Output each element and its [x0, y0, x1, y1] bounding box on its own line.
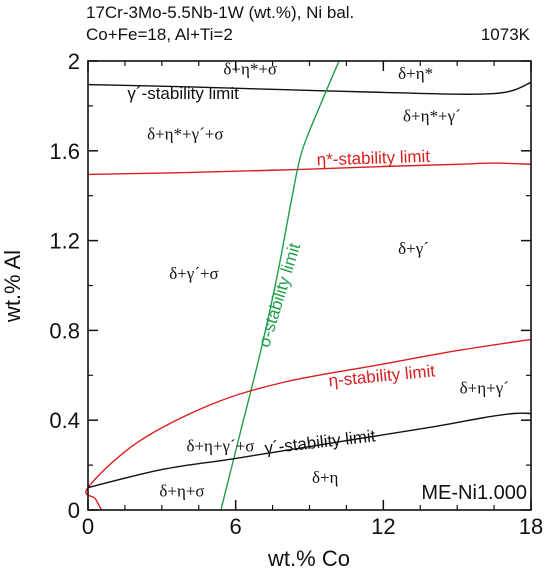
curve-label-eta-star-label: η*-stability limit: [316, 147, 430, 170]
x-tick-label: 0: [82, 514, 94, 539]
y-axis-label: wt.% Al: [0, 250, 25, 323]
y-tick-label: 0: [68, 498, 80, 523]
curve-label-gp-lower-label: γ´-stability limit: [264, 426, 377, 458]
curve-sigma: [220, 60, 340, 511]
y-tick-label: 0.4: [49, 408, 80, 433]
header-line2: Co+Fe=18, Al+Ti=2: [86, 25, 233, 44]
header-temperature: 1073K: [481, 25, 531, 44]
region-label-r8: δ+η+γ´+σ: [186, 437, 254, 456]
region-label-r6: δ+γ´+σ: [169, 264, 219, 283]
region-label-r2: δ+η*: [398, 64, 433, 83]
x-tick-label: 12: [371, 514, 395, 539]
curve-label-eta-label: η-stability limit: [328, 361, 436, 390]
x-tick-label: 6: [230, 514, 242, 539]
y-tick-label: 1.6: [49, 139, 80, 164]
region-label-r1: δ+η*+σ: [223, 59, 277, 78]
curve-label-gp-upper-label: γ´-stability limit: [127, 84, 239, 103]
region-label-r3: δ+η*+γ´: [403, 107, 461, 126]
x-tick-label: 18: [519, 514, 543, 539]
watermark-label: ME-Ni1.000: [421, 482, 527, 504]
region-label-r10: δ+η: [312, 468, 339, 487]
curve-eta-star: [87, 162, 532, 176]
curve-gp-upper: [87, 81, 532, 95]
header-line1: 17Cr-3Mo-5.5Nb-1W (wt.%), Ni bal.: [86, 3, 354, 22]
y-tick-label: 0.8: [49, 318, 80, 343]
tick-layer: 0 6 12 18 0 0.4 0.8 1.2 1.6 2: [49, 49, 543, 539]
y-tick-label: 1.2: [49, 229, 80, 254]
region-label-r5: δ+γ´: [398, 239, 429, 258]
curve-label-sigma-label: σ-stability limit: [255, 241, 305, 350]
x-axis-label: wt.% Co: [267, 546, 350, 571]
region-label-r7: δ+η+γ´: [460, 378, 509, 397]
curve-gp-lower: [87, 412, 532, 489]
region-label-layer: δ+η*+σ δ+η* δ+η*+γ´ δ+η*+γ´+σ δ+γ´ δ+γ´+σ δ+η+…: [147, 59, 509, 500]
y-tick-label: 2: [68, 49, 80, 74]
region-label-r4: δ+η*+γ´+σ: [147, 125, 224, 144]
region-label-r9: δ+η+σ: [159, 482, 204, 501]
